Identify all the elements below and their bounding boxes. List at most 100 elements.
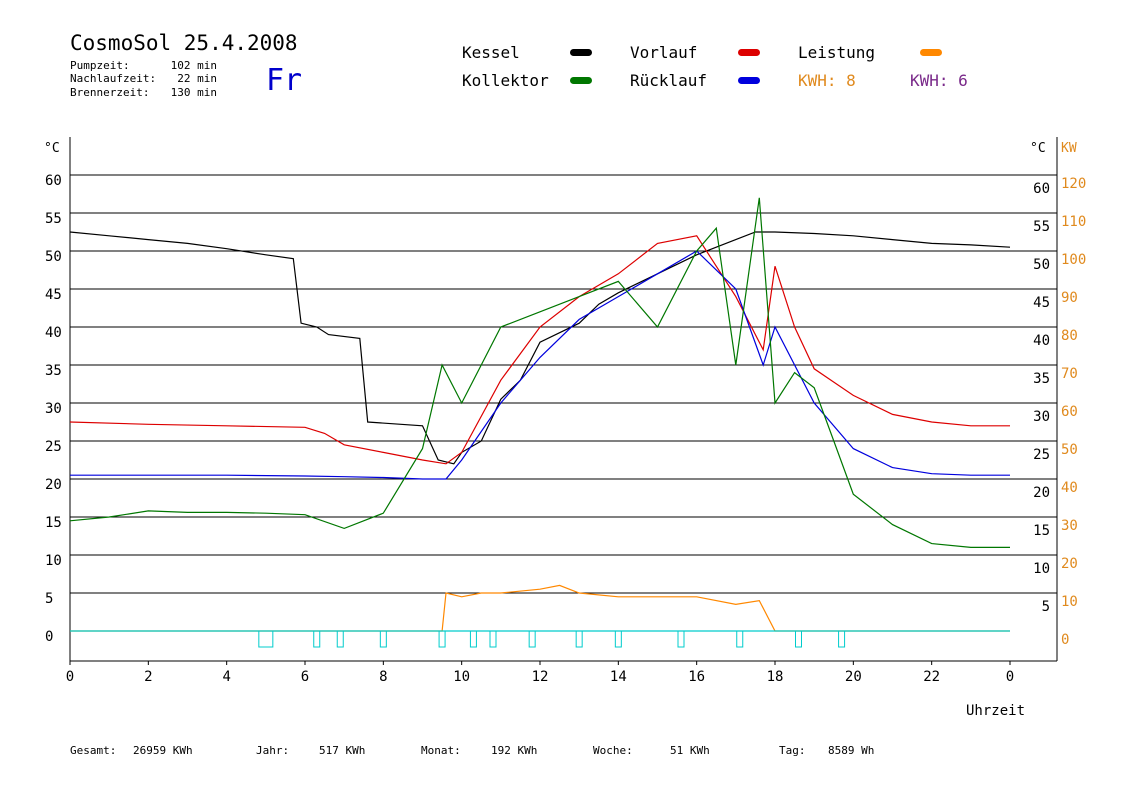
grid bbox=[69, 137, 1058, 665]
x-tick-label: 4 bbox=[222, 669, 230, 685]
total-value: 51 KWh bbox=[670, 744, 710, 757]
y-tick-label-right: 15 bbox=[1033, 523, 1050, 539]
legend: Kessel Vorlauf Leistung Kollektor Rückla… bbox=[462, 43, 968, 90]
legend-swatch bbox=[738, 49, 760, 56]
kw-tick-label: 0 bbox=[1061, 632, 1069, 648]
pump-markers bbox=[70, 630, 1010, 648]
y-tick-label-left: 50 bbox=[45, 249, 62, 265]
x-tick-label: 18 bbox=[767, 669, 784, 685]
series-line-leistung bbox=[70, 584, 1010, 632]
legend-swatch bbox=[738, 77, 760, 84]
x-tick-label: 6 bbox=[301, 669, 309, 685]
kwh-orange: KWH: 8 bbox=[798, 71, 856, 90]
legend-label: Kollektor bbox=[462, 71, 549, 90]
y-tick-label-right: 50 bbox=[1033, 257, 1050, 273]
y-tick-label-left: 55 bbox=[45, 211, 62, 227]
x-tick-label: 16 bbox=[688, 669, 705, 685]
kw-tick-label: 10 bbox=[1061, 594, 1078, 610]
y-tick-label-right: 40 bbox=[1033, 333, 1050, 349]
legend-swatch bbox=[920, 49, 942, 56]
y-tick-label-right: 20 bbox=[1033, 485, 1050, 501]
y-tick-label-left: 5 bbox=[45, 591, 53, 607]
total-label: Tag: bbox=[779, 744, 806, 757]
y-tick-label-left: 15 bbox=[45, 515, 62, 531]
kw-tick-label: 70 bbox=[1061, 366, 1078, 382]
stat-value: 130 min bbox=[171, 86, 217, 99]
legend-label: Rücklauf bbox=[630, 71, 707, 90]
kw-tick-label: 30 bbox=[1061, 518, 1078, 534]
y-unit-left: °C bbox=[44, 141, 60, 156]
y-tick-label-left: 10 bbox=[45, 553, 62, 569]
x-tick-label: 2 bbox=[144, 669, 152, 685]
chart-title: CosmoSol 25.4.2008 bbox=[70, 31, 298, 55]
kw-tick-label: 110 bbox=[1061, 214, 1086, 230]
legend-swatch bbox=[570, 77, 592, 84]
y-tick-label-left: 60 bbox=[45, 173, 62, 189]
x-tick-label: 0 bbox=[66, 669, 74, 685]
pump-marker bbox=[677, 630, 685, 648]
pump-marker bbox=[469, 630, 477, 648]
stat-value: 22 min bbox=[177, 72, 217, 85]
pump-marker bbox=[575, 630, 583, 648]
total-value: 26959 KWh bbox=[133, 744, 193, 757]
total-label: Jahr: bbox=[256, 744, 289, 757]
series-layer bbox=[69, 197, 1011, 632]
kw-tick-label: 40 bbox=[1061, 480, 1078, 496]
y-tick-label-right: 45 bbox=[1033, 295, 1050, 311]
pump-marker bbox=[258, 630, 274, 648]
y-tick-label-right: 25 bbox=[1033, 447, 1050, 463]
total-label: Monat: bbox=[421, 744, 461, 757]
x-tick-label: 20 bbox=[845, 669, 862, 685]
y-tick-label-right: 60 bbox=[1033, 181, 1050, 197]
legend-label: Kessel bbox=[462, 43, 520, 62]
y-unit-right-kw: KW bbox=[1061, 141, 1077, 156]
series-line-rcklauf bbox=[70, 250, 1010, 480]
series-line-kessel bbox=[69, 231, 1011, 465]
stat-label: Pumpzeit: bbox=[70, 59, 130, 72]
stat-label: Nachlaufzeit: bbox=[70, 72, 156, 85]
y-tick-label-left: 30 bbox=[45, 401, 62, 417]
pump-marker bbox=[313, 630, 321, 648]
pump-marker bbox=[736, 630, 744, 648]
run-times: Pumpzeit: 102 min Nachlaufzeit: 22 min B… bbox=[70, 59, 217, 99]
total-value: 8589 Wh bbox=[828, 744, 874, 757]
legend-label: Vorlauf bbox=[630, 43, 697, 62]
x-axis-label: Uhrzeit bbox=[966, 703, 1025, 719]
y-unit-right: °C bbox=[1030, 141, 1046, 156]
x-tick-label: 10 bbox=[453, 669, 470, 685]
pump-marker bbox=[379, 630, 387, 648]
weekday-label: Fr bbox=[266, 63, 302, 98]
y-tick-label-left: 25 bbox=[45, 439, 62, 455]
kw-tick-label: 50 bbox=[1061, 442, 1078, 458]
total-value: 192 KWh bbox=[491, 744, 537, 757]
x-tick-label: 8 bbox=[379, 669, 387, 685]
y-tick-label-right: 10 bbox=[1033, 561, 1050, 577]
x-tick-label: 12 bbox=[532, 669, 549, 685]
kw-tick-label: 100 bbox=[1061, 252, 1086, 268]
series-line-kollektor bbox=[69, 197, 1010, 549]
y-tick-label-right: 55 bbox=[1033, 219, 1050, 235]
legend-swatch bbox=[570, 49, 592, 56]
kw-tick-label: 120 bbox=[1061, 176, 1086, 192]
total-label: Woche: bbox=[593, 744, 633, 757]
y-tick-label-left: 40 bbox=[45, 325, 62, 341]
kw-tick-label: 80 bbox=[1061, 328, 1078, 344]
pump-marker bbox=[614, 630, 622, 648]
total-label: Gesamt: bbox=[70, 744, 116, 757]
y-tick-label-left: 45 bbox=[45, 287, 62, 303]
pump-marker bbox=[336, 630, 344, 648]
y-tick-label-left: 0 bbox=[45, 629, 53, 645]
y-tick-label-right: 35 bbox=[1033, 371, 1050, 387]
kw-tick-label: 60 bbox=[1061, 404, 1078, 420]
legend-label: Leistung bbox=[798, 43, 875, 62]
y-tick-label-left: 35 bbox=[45, 363, 62, 379]
x-tick-label: 14 bbox=[610, 669, 627, 685]
pump-marker bbox=[795, 630, 802, 648]
series-line-vorlauf bbox=[69, 235, 1010, 465]
pump-marker bbox=[489, 630, 497, 648]
pump-marker bbox=[438, 630, 446, 648]
y-tick-label-right: 30 bbox=[1033, 409, 1050, 425]
y-tick-label-left: 20 bbox=[45, 477, 62, 493]
